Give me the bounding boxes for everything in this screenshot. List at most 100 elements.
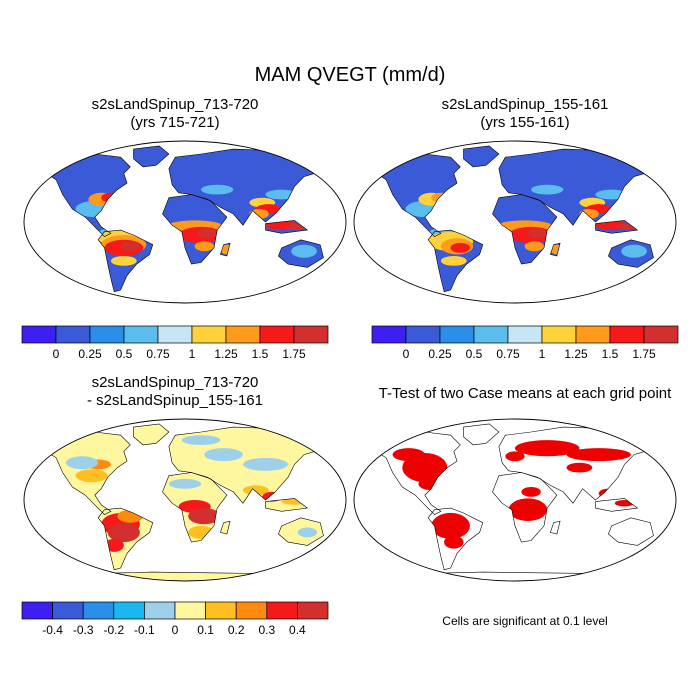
- colorbar-swatch: [21, 325, 57, 344]
- colorbar-swatch: [123, 325, 159, 344]
- field-cell: [527, 228, 548, 239]
- colorbar-tick-label: 0.4: [289, 623, 306, 637]
- colorbar-tick-label: 0.2: [228, 623, 245, 637]
- field-cell: [598, 488, 619, 499]
- coastline: [550, 520, 561, 535]
- field-cell: [220, 244, 234, 255]
- panel4-title-line1: T-Test of two Case means at each grid po…: [378, 385, 672, 402]
- coastline: [220, 242, 231, 257]
- panel2-title: s2sLandSpinup_155-161 (yrs 155-161): [360, 96, 690, 132]
- map-panel-2: [353, 140, 677, 304]
- colorbar-swatch: [439, 325, 475, 344]
- colorbar-tick-label: 1.25: [214, 347, 238, 361]
- field-cell: [566, 448, 631, 462]
- coastline: [608, 517, 654, 546]
- land-australia: [608, 517, 654, 546]
- field-cell: [524, 241, 544, 252]
- coastline: [427, 507, 484, 571]
- colorbar-tick-label: -0.4: [42, 623, 63, 637]
- colorbar-swatch: [21, 601, 53, 620]
- colorbar-swatch: [507, 325, 543, 344]
- field-cell: [291, 244, 317, 258]
- field-cell: [204, 448, 243, 462]
- colorbar-swatch: [225, 325, 261, 344]
- colorbar-panel2: 0 0.25 0.5 0.75 1 1.25 1.5 1.75: [371, 325, 679, 361]
- field-cell: [168, 478, 202, 489]
- colorbar-swatch: [259, 325, 295, 344]
- panel2-title-line2: (yrs 155-161): [480, 114, 570, 131]
- colorbar-swatch: [297, 601, 329, 620]
- field-cell: [550, 244, 564, 255]
- colorbar-tick-label: -0.2: [103, 623, 124, 637]
- field-cell: [444, 535, 464, 549]
- field-cell: [531, 184, 564, 195]
- field-cell: [297, 527, 318, 538]
- colorbar-swatch: [191, 325, 227, 344]
- map-panel-1: [23, 140, 347, 304]
- colorbar-tick-label: 1.25: [564, 347, 588, 361]
- colorbar-swatch: [541, 325, 577, 344]
- field-layer: [65, 435, 318, 552]
- coastline: [372, 153, 461, 237]
- coastline: [595, 498, 639, 512]
- field-cell: [181, 435, 221, 445]
- land-antarctica: [370, 572, 660, 581]
- coastline: [463, 423, 500, 446]
- colorbar-tick-label: 1: [189, 347, 196, 361]
- coastline: [265, 498, 309, 512]
- panel3-title: s2sLandSpinup_713-720 - s2sLandSpinup_15…: [10, 374, 340, 410]
- field-cell: [249, 209, 269, 219]
- colorbar-tick-label: 0: [53, 347, 60, 361]
- coastline: [265, 220, 309, 234]
- land-greenland: [463, 423, 499, 445]
- land-eurasia: [168, 149, 334, 226]
- coastline: [133, 423, 170, 446]
- panel2-title-line1: s2sLandSpinup_155-161: [441, 96, 609, 113]
- colorbar-tick-label: 0.5: [466, 347, 483, 361]
- field-cell: [392, 448, 425, 462]
- field-cell: [505, 451, 525, 462]
- colorbar-swatch: [609, 325, 645, 344]
- panel3-title-line1: s2sLandSpinup_713-720: [91, 374, 259, 391]
- land-greenland: [133, 145, 169, 167]
- figure-title: MAM QVEGT (mm/d): [254, 64, 446, 86]
- field-cell: [595, 189, 628, 200]
- colorbar-tick-label: 0.1: [197, 623, 214, 637]
- coastline: [427, 229, 484, 293]
- field-cell: [107, 522, 140, 543]
- colorbar-swatch: [575, 325, 611, 344]
- field-cell: [120, 241, 140, 252]
- field-cell: [75, 469, 108, 483]
- colorbar-swatch: [643, 325, 679, 344]
- map-frame: [23, 140, 347, 304]
- map-panel-4: [353, 418, 677, 582]
- field-cell: [614, 223, 641, 231]
- field-cell: [101, 192, 121, 203]
- field-cell: [188, 525, 215, 539]
- colorbar-tick-label: -0.1: [134, 623, 155, 637]
- coastline: [463, 145, 500, 168]
- coastline: [608, 239, 654, 268]
- colorbar-swatch: [174, 601, 206, 620]
- colorbar-panel3: -0.4 -0.3 -0.2 -0.1 0 0.1 0.2 0.3 0.4: [21, 601, 329, 637]
- colorbar-swatch: [405, 325, 441, 344]
- colorbar-tick-label: 1: [539, 347, 546, 361]
- field-cell: [194, 241, 214, 252]
- panel1-title-line1: s2sLandSpinup_713-720: [91, 96, 259, 113]
- colorbar-tick-label: 1.75: [282, 347, 306, 361]
- field-cell: [508, 498, 548, 521]
- colorbar-swatch: [205, 601, 237, 620]
- field-cell: [265, 189, 298, 200]
- coastline: [97, 507, 154, 571]
- field-cell: [440, 256, 467, 266]
- field-cell: [431, 512, 470, 539]
- field-cell: [243, 457, 288, 471]
- coastline: [97, 229, 154, 293]
- land-antarctica: [40, 572, 330, 581]
- map-frame: [23, 418, 347, 582]
- colorbar-swatch: [473, 325, 509, 344]
- coastline: [162, 194, 228, 265]
- coastline: [278, 517, 324, 546]
- coastline: [42, 153, 131, 237]
- colorbar-swatch: [371, 325, 407, 344]
